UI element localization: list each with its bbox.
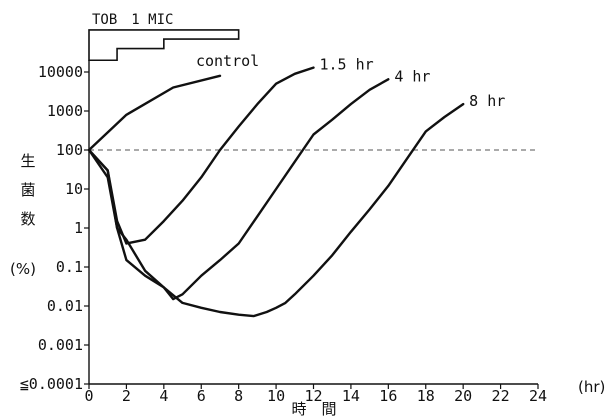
x-tick-label: 16: [379, 387, 397, 405]
x-tick-label: 0: [84, 387, 93, 405]
y-tick-label: 1000: [47, 102, 83, 120]
x-tick-label: 18: [417, 387, 435, 405]
y-tick-label: 0.01: [47, 297, 83, 315]
x-axis-label: 時 間: [291, 400, 336, 418]
y-tick-label: 10000: [38, 63, 83, 81]
series-group: [87, 66, 465, 318]
series-label: control: [196, 52, 259, 70]
y-tick-label: 100: [56, 141, 83, 159]
x-tick-label: 22: [492, 387, 510, 405]
x-tick-label: 6: [197, 387, 206, 405]
tob-label: TOB 1 MIC: [92, 12, 173, 28]
x-tick-label: 10: [267, 387, 285, 405]
x-tick-label: 12: [304, 387, 322, 405]
x-tick-label: 14: [342, 387, 360, 405]
y-axis-label: 生菌数: [20, 152, 35, 228]
y-axis-label-char: 菌: [20, 181, 35, 199]
series-line-control: [87, 74, 222, 152]
series-labels: control 1.5 hr 4 hr 8 hr: [196, 52, 505, 110]
x-tick-group: 0 2 4 6 8 10 12 14 16 18 20 22 24: [84, 384, 547, 405]
y-axis-unit: (%): [10, 260, 36, 278]
y-tick-group: ≦0.0001 0.001 0.01 0.1 1 10 100 1000 10000: [20, 63, 89, 393]
y-tick-label: 10: [65, 180, 83, 198]
x-tick-label: 8: [234, 387, 243, 405]
x-tick-label: 20: [454, 387, 472, 405]
series-label: 8 hr: [469, 92, 505, 110]
series-label: 1.5 hr: [320, 56, 374, 74]
y-tick-label: 1: [74, 219, 83, 237]
y-tick-label: 0.001: [38, 336, 83, 354]
y-axis-label-char: 数: [20, 210, 35, 228]
x-tick-label: 4: [159, 387, 168, 405]
y-tick-label: 0.1: [56, 258, 83, 276]
series-label: 4 hr: [394, 67, 430, 85]
y-axis-label-char: 生: [20, 152, 35, 170]
y-tick-label: ≦0.0001: [20, 375, 83, 393]
tob-mic-indicator: TOB 1 MIC: [88, 12, 240, 62]
x-tick-label: 24: [529, 387, 547, 405]
series-line-8-hr: [87, 102, 465, 318]
x-tick-label: 2: [122, 387, 131, 405]
x-axis-unit: (hr): [578, 378, 605, 396]
tob-dosing-outline: [88, 29, 240, 62]
series-line-1-5-hr: [87, 66, 315, 245]
series-line-4-hr: [87, 78, 390, 301]
